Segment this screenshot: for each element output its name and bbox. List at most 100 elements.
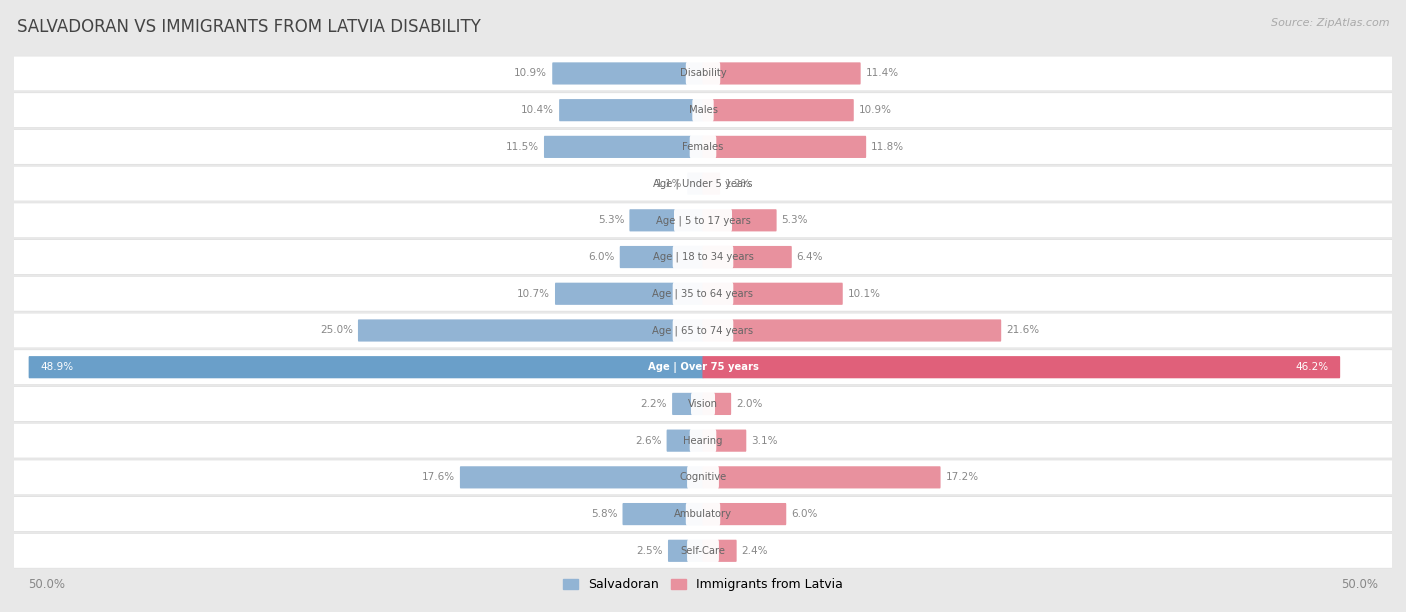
- Text: 2.6%: 2.6%: [636, 436, 662, 446]
- FancyBboxPatch shape: [7, 534, 1399, 569]
- Text: 21.6%: 21.6%: [1007, 326, 1039, 335]
- FancyBboxPatch shape: [14, 313, 1392, 348]
- FancyBboxPatch shape: [703, 466, 941, 488]
- Text: 5.3%: 5.3%: [598, 215, 624, 225]
- Text: Females: Females: [682, 142, 724, 152]
- FancyBboxPatch shape: [672, 319, 734, 342]
- Text: Ambulatory: Ambulatory: [673, 509, 733, 519]
- Text: 10.4%: 10.4%: [522, 105, 554, 115]
- FancyBboxPatch shape: [460, 466, 703, 488]
- Text: 2.2%: 2.2%: [641, 399, 668, 409]
- Text: 11.5%: 11.5%: [506, 142, 538, 152]
- Text: Vision: Vision: [688, 399, 718, 409]
- FancyBboxPatch shape: [7, 349, 1399, 385]
- FancyBboxPatch shape: [690, 392, 716, 416]
- FancyBboxPatch shape: [703, 62, 860, 84]
- Text: 1.2%: 1.2%: [725, 179, 752, 188]
- FancyBboxPatch shape: [686, 62, 720, 85]
- Text: Males: Males: [689, 105, 717, 115]
- Text: Disability: Disability: [679, 69, 727, 78]
- FancyBboxPatch shape: [703, 209, 776, 231]
- FancyBboxPatch shape: [7, 203, 1399, 237]
- FancyBboxPatch shape: [620, 246, 703, 268]
- Text: 50.0%: 50.0%: [28, 578, 65, 591]
- FancyBboxPatch shape: [28, 356, 703, 378]
- FancyBboxPatch shape: [7, 239, 1399, 274]
- Text: 5.8%: 5.8%: [591, 509, 617, 519]
- Text: Age | 18 to 34 years: Age | 18 to 34 years: [652, 252, 754, 263]
- FancyBboxPatch shape: [686, 502, 720, 526]
- Text: 10.1%: 10.1%: [848, 289, 880, 299]
- Text: 2.0%: 2.0%: [737, 399, 762, 409]
- FancyBboxPatch shape: [14, 460, 1392, 494]
- FancyBboxPatch shape: [703, 393, 731, 415]
- FancyBboxPatch shape: [14, 277, 1392, 311]
- FancyBboxPatch shape: [7, 497, 1399, 531]
- FancyBboxPatch shape: [673, 209, 733, 232]
- FancyBboxPatch shape: [7, 56, 1399, 91]
- Text: 10.7%: 10.7%: [517, 289, 550, 299]
- Text: Self-Care: Self-Care: [681, 546, 725, 556]
- Text: Age | Under 5 years: Age | Under 5 years: [654, 178, 752, 189]
- FancyBboxPatch shape: [692, 99, 714, 122]
- Text: 2.5%: 2.5%: [637, 546, 664, 556]
- Text: 48.9%: 48.9%: [41, 362, 73, 372]
- FancyBboxPatch shape: [688, 466, 718, 489]
- Text: 5.3%: 5.3%: [782, 215, 808, 225]
- FancyBboxPatch shape: [7, 460, 1399, 494]
- Text: 10.9%: 10.9%: [859, 105, 891, 115]
- FancyBboxPatch shape: [544, 136, 703, 158]
- FancyBboxPatch shape: [688, 539, 718, 562]
- FancyBboxPatch shape: [703, 503, 786, 525]
- FancyBboxPatch shape: [703, 430, 747, 452]
- Text: Hearing: Hearing: [683, 436, 723, 446]
- FancyBboxPatch shape: [14, 350, 1392, 384]
- FancyBboxPatch shape: [14, 534, 1392, 568]
- Text: SALVADORAN VS IMMIGRANTS FROM LATVIA DISABILITY: SALVADORAN VS IMMIGRANTS FROM LATVIA DIS…: [17, 18, 481, 36]
- Text: 10.9%: 10.9%: [515, 69, 547, 78]
- FancyBboxPatch shape: [690, 429, 716, 452]
- Text: Age | Over 75 years: Age | Over 75 years: [648, 362, 758, 373]
- Text: 17.2%: 17.2%: [945, 472, 979, 482]
- Legend: Salvadoran, Immigrants from Latvia: Salvadoran, Immigrants from Latvia: [558, 573, 848, 596]
- Text: 50.0%: 50.0%: [1341, 578, 1378, 591]
- FancyBboxPatch shape: [623, 503, 703, 525]
- FancyBboxPatch shape: [703, 173, 720, 195]
- FancyBboxPatch shape: [668, 540, 703, 562]
- FancyBboxPatch shape: [703, 356, 1340, 378]
- FancyBboxPatch shape: [673, 172, 733, 195]
- FancyBboxPatch shape: [7, 424, 1399, 458]
- FancyBboxPatch shape: [555, 283, 703, 305]
- FancyBboxPatch shape: [666, 430, 703, 452]
- Text: 46.2%: 46.2%: [1295, 362, 1329, 372]
- Text: 11.4%: 11.4%: [866, 69, 898, 78]
- FancyBboxPatch shape: [688, 173, 703, 195]
- FancyBboxPatch shape: [7, 276, 1399, 311]
- FancyBboxPatch shape: [703, 136, 866, 158]
- FancyBboxPatch shape: [672, 393, 703, 415]
- FancyBboxPatch shape: [14, 497, 1392, 531]
- Text: 6.4%: 6.4%: [797, 252, 823, 262]
- FancyBboxPatch shape: [14, 424, 1392, 458]
- Text: 6.0%: 6.0%: [792, 509, 817, 519]
- FancyBboxPatch shape: [690, 135, 716, 159]
- Text: 25.0%: 25.0%: [321, 326, 353, 335]
- FancyBboxPatch shape: [672, 245, 734, 269]
- FancyBboxPatch shape: [7, 166, 1399, 201]
- FancyBboxPatch shape: [14, 240, 1392, 274]
- FancyBboxPatch shape: [672, 282, 734, 305]
- Text: 2.4%: 2.4%: [741, 546, 768, 556]
- Text: Age | 35 to 64 years: Age | 35 to 64 years: [652, 288, 754, 299]
- Text: Source: ZipAtlas.com: Source: ZipAtlas.com: [1271, 18, 1389, 28]
- FancyBboxPatch shape: [14, 387, 1392, 421]
- FancyBboxPatch shape: [703, 319, 1001, 341]
- FancyBboxPatch shape: [14, 56, 1392, 91]
- FancyBboxPatch shape: [14, 166, 1392, 201]
- Text: Age | 5 to 17 years: Age | 5 to 17 years: [655, 215, 751, 226]
- FancyBboxPatch shape: [560, 99, 703, 121]
- Text: 6.0%: 6.0%: [589, 252, 614, 262]
- FancyBboxPatch shape: [359, 319, 703, 341]
- FancyBboxPatch shape: [703, 99, 853, 121]
- FancyBboxPatch shape: [14, 203, 1392, 237]
- Text: 11.8%: 11.8%: [872, 142, 904, 152]
